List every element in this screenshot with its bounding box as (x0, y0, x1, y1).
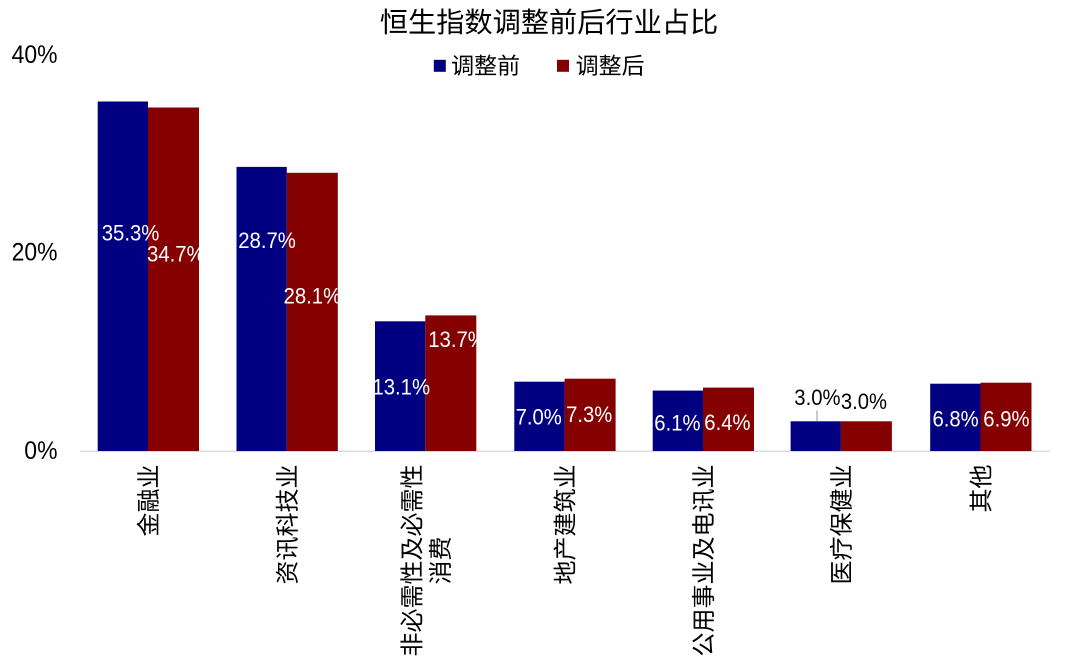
svg-text:28.7%: 28.7% (238, 228, 296, 253)
svg-text:0%: 0% (24, 437, 57, 465)
svg-text:6.8%: 6.8% (933, 407, 979, 432)
svg-text:13.7%: 13.7% (428, 327, 486, 352)
svg-text:13.1%: 13.1% (372, 375, 430, 400)
svg-text:20%: 20% (12, 238, 58, 266)
svg-text:3.0%: 3.0% (841, 389, 887, 414)
svg-text:28.1%: 28.1% (284, 284, 342, 309)
svg-text:7.3%: 7.3% (566, 402, 612, 427)
svg-text:6.9%: 6.9% (983, 407, 1029, 432)
svg-text:3.0%: 3.0% (794, 385, 840, 410)
svg-text:6.1%: 6.1% (654, 410, 700, 435)
svg-text:6.4%: 6.4% (704, 410, 750, 435)
svg-text:34.7%: 34.7% (147, 242, 205, 267)
svg-text:40%: 40% (12, 41, 58, 69)
svg-text:7.0%: 7.0% (516, 404, 562, 429)
svg-text:35.3%: 35.3% (102, 221, 160, 246)
